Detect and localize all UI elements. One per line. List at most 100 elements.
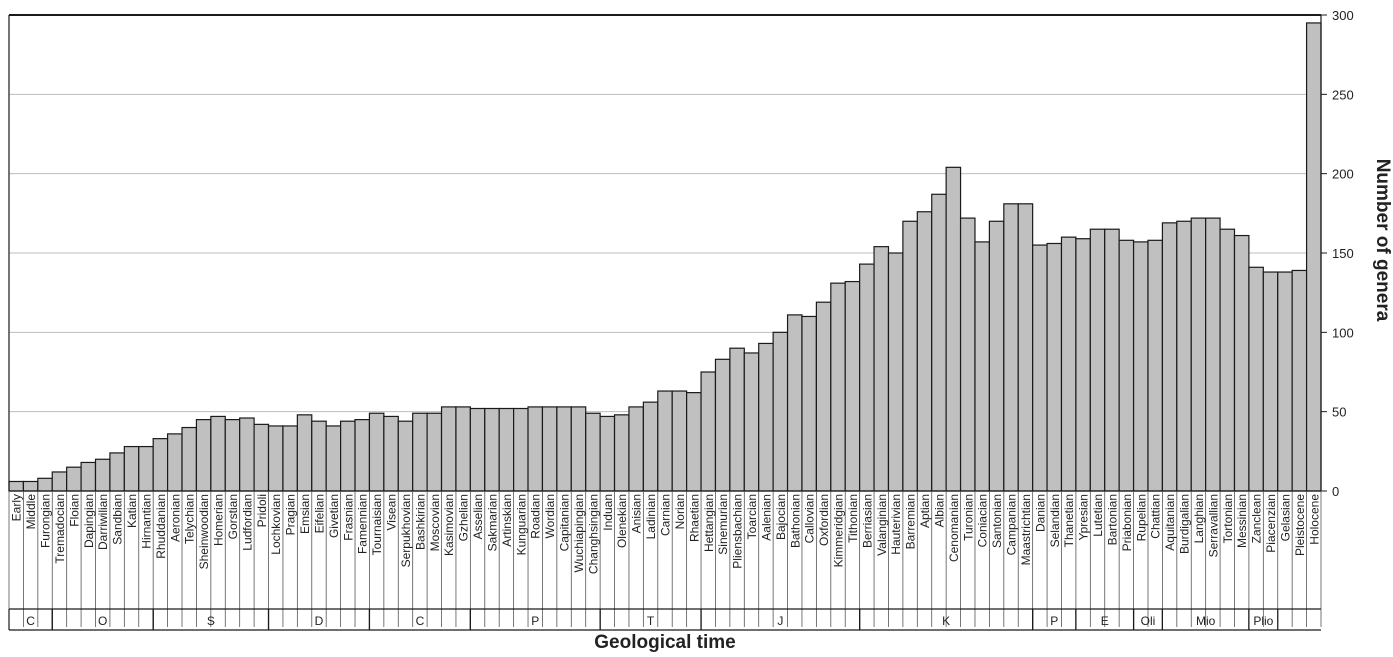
x-tick-label: Piacenzian [1264, 494, 1278, 553]
bar [599, 415, 616, 492]
x-tick-label: Pliensbachian [731, 494, 745, 569]
x-tick-label: Langhian [1192, 494, 1206, 543]
x-tick-label: Ludfordian [240, 494, 254, 551]
x-tick-label: Asselian [471, 494, 485, 539]
period-label: O [98, 614, 107, 628]
x-tick-label: Tournaisian [370, 494, 384, 555]
bar [51, 471, 68, 492]
x-tick-label: Selandian [1048, 494, 1062, 547]
bar [1104, 228, 1120, 492]
bar [772, 331, 789, 492]
bar [642, 401, 659, 492]
bar [1032, 244, 1048, 492]
y-tick-label: 0 [1332, 484, 1339, 499]
x-tick-label: Moscovian [428, 494, 442, 551]
period-label: P [531, 614, 539, 628]
bar [1017, 203, 1034, 492]
x-tick-label: Roadian [529, 494, 543, 539]
x-tick-label: Gorstian [226, 494, 240, 539]
x-tick-label: Zanclean [1250, 494, 1264, 543]
bar [1075, 238, 1091, 492]
period-label: Oli [1141, 614, 1156, 628]
x-tick-label: Turonian [961, 494, 975, 541]
x-tick-label: Visean [385, 494, 399, 530]
x-tick-label: Olenekian [615, 494, 629, 548]
bar [959, 217, 976, 492]
bar [1219, 228, 1236, 492]
bar [282, 425, 298, 492]
bar [931, 193, 947, 492]
x-tick-label: Katian [125, 494, 139, 528]
y-axis: 0 50 100 150 200 250 300 [1321, 8, 1354, 499]
bar [383, 415, 399, 492]
x-tick-label: Gelasian [1278, 494, 1292, 541]
x-tick-label: Coniacian [976, 494, 990, 547]
bar [786, 314, 803, 492]
bar [210, 415, 226, 492]
bar [239, 417, 255, 492]
x-tick-label: Homerian [212, 494, 226, 546]
x-tick-label: Cenomanian [947, 494, 961, 562]
x-tick-label: Oxfordian [817, 494, 831, 546]
bar [743, 352, 760, 492]
x-tick-label: Serravallian [1206, 494, 1220, 557]
bar [152, 438, 169, 492]
bar [729, 347, 745, 492]
x-tick-label: Aalenian [759, 494, 773, 541]
x-tick-label: Norian [673, 494, 687, 529]
x-tick-label: Givetian [327, 494, 341, 538]
bar [1003, 203, 1019, 492]
x-tick-label: Pragian [284, 494, 298, 535]
bar [1190, 217, 1207, 492]
bar [397, 420, 414, 492]
x-tick-label: Rupelian [1134, 494, 1148, 541]
bar [94, 458, 111, 492]
period-label: T [647, 614, 655, 628]
x-tick-label: Early [10, 494, 24, 521]
period-label: E [1101, 614, 1109, 628]
bar [340, 420, 356, 492]
bar [354, 419, 371, 492]
bar [1132, 241, 1149, 492]
bar [109, 452, 125, 492]
bar [123, 445, 140, 492]
x-tick-label: Thanetian [1062, 494, 1076, 547]
y-axis-title: Number of genera [1372, 159, 1393, 322]
x-tick-label: Bashkirian [413, 494, 427, 550]
x-tick-label: Holocene [1307, 494, 1321, 545]
x-tick-label: Ypresian [1077, 494, 1091, 540]
x-tick-label: Sinemurian [716, 494, 730, 555]
x-tick-label: Messinian [1235, 494, 1249, 548]
bar [138, 445, 154, 492]
bar [613, 414, 630, 492]
bar [815, 301, 832, 492]
x-tick-label: Wordian [543, 494, 557, 538]
bar [873, 246, 890, 492]
bar [66, 466, 82, 492]
bar [700, 371, 717, 492]
bar [974, 241, 990, 492]
x-tick-label: Tremadocian [53, 494, 67, 564]
x-tick-label: Emsian [298, 494, 312, 534]
x-tick-label: Rhaetian [687, 494, 701, 542]
x-tick-label: Bathonian [788, 494, 802, 548]
x-tick-label: Pleistocene [1293, 494, 1307, 556]
period-label: P [1050, 614, 1058, 628]
x-tick-label: Kasimovian [442, 494, 456, 556]
x-tick-label: Ladinian [644, 494, 658, 539]
bar [541, 406, 558, 492]
x-axis: Early Middle Furongian Tremadocian Floian Dap… [8, 491, 1322, 627]
x-tick-label: Bartonian [1105, 494, 1119, 545]
x-tick-label: Priabonian [1120, 494, 1134, 551]
bar [1291, 269, 1308, 492]
bar [830, 282, 846, 492]
x-tick-label: Valanginian [875, 494, 889, 556]
bar [628, 406, 644, 492]
x-tick-label: Darriwilian [96, 494, 110, 550]
x-tick-label: Eifelian [312, 494, 326, 533]
bar [37, 477, 53, 492]
x-tick-label: Santonian [990, 494, 1004, 548]
x-tick-label: Sakmarian [485, 494, 499, 551]
x-tick-label: Frasnian [341, 494, 355, 541]
bar [1305, 22, 1322, 492]
